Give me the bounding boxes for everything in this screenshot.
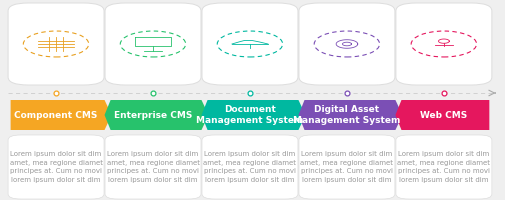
Text: Component CMS: Component CMS	[14, 110, 98, 119]
FancyBboxPatch shape	[299, 3, 395, 85]
Polygon shape	[201, 100, 306, 130]
FancyBboxPatch shape	[396, 3, 492, 85]
FancyBboxPatch shape	[8, 135, 104, 199]
Text: Document
Management System: Document Management System	[196, 105, 304, 125]
Polygon shape	[11, 100, 112, 130]
Polygon shape	[395, 100, 489, 130]
FancyBboxPatch shape	[396, 135, 492, 199]
FancyBboxPatch shape	[8, 3, 104, 85]
FancyBboxPatch shape	[299, 135, 395, 199]
FancyBboxPatch shape	[202, 3, 298, 85]
FancyBboxPatch shape	[105, 135, 201, 199]
FancyBboxPatch shape	[105, 3, 201, 85]
Text: Lorem ipsum dolor sit dim
amet, mea regione diamet
principes at. Cum no movi
lor: Lorem ipsum dolor sit dim amet, mea regi…	[107, 151, 199, 183]
Text: Enterprise CMS: Enterprise CMS	[114, 110, 192, 119]
Text: Lorem ipsum dolor sit dim
amet, mea regione diamet
principes at. Cum no movi
lor: Lorem ipsum dolor sit dim amet, mea regi…	[300, 151, 393, 183]
Text: Digital Asset
Management System: Digital Asset Management System	[293, 105, 400, 125]
Polygon shape	[105, 100, 209, 130]
Text: Web CMS: Web CMS	[420, 110, 468, 119]
Polygon shape	[298, 100, 402, 130]
Text: Lorem ipsum dolor sit dim
amet, mea regione diamet
principes at. Cum no movi
lor: Lorem ipsum dolor sit dim amet, mea regi…	[10, 151, 103, 183]
FancyBboxPatch shape	[202, 135, 298, 199]
Text: Lorem ipsum dolor sit dim
amet, mea regione diamet
principes at. Cum no movi
lor: Lorem ipsum dolor sit dim amet, mea regi…	[204, 151, 296, 183]
Text: Lorem ipsum dolor sit dim
amet, mea regione diamet
principes at. Cum no movi
lor: Lorem ipsum dolor sit dim amet, mea regi…	[397, 151, 490, 183]
